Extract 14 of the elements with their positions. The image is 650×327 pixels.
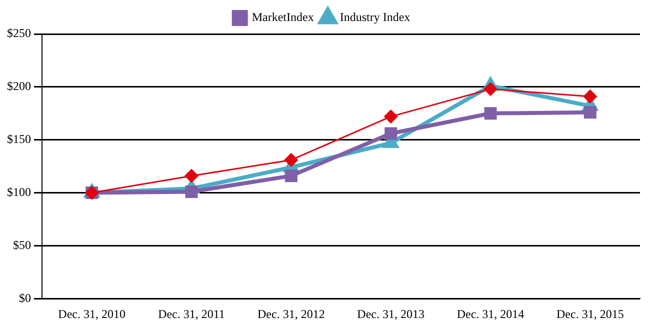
legend-label: Industry Index xyxy=(340,10,410,24)
x-tick-label: Dec. 31, 2012 xyxy=(258,306,325,321)
y-tick-label: $150 xyxy=(7,132,31,146)
x-tick-label: Dec. 31, 2013 xyxy=(357,306,424,321)
x-tick-label: Dec. 31, 2015 xyxy=(556,306,624,321)
y-tick-label: $100 xyxy=(7,184,31,199)
x-tick-label: Dec. 31, 2010 xyxy=(58,306,126,321)
x-tick-label: Dec. 31, 2011 xyxy=(158,306,225,321)
y-tick-label: $250 xyxy=(7,26,31,40)
y-tick-label: $0 xyxy=(19,290,31,305)
x-tick-label: Dec. 31, 2014 xyxy=(456,306,524,321)
y-tick-label: $50 xyxy=(13,238,31,252)
legend-label: MarketIndex xyxy=(252,10,314,24)
y-tick-label: $200 xyxy=(7,79,31,94)
